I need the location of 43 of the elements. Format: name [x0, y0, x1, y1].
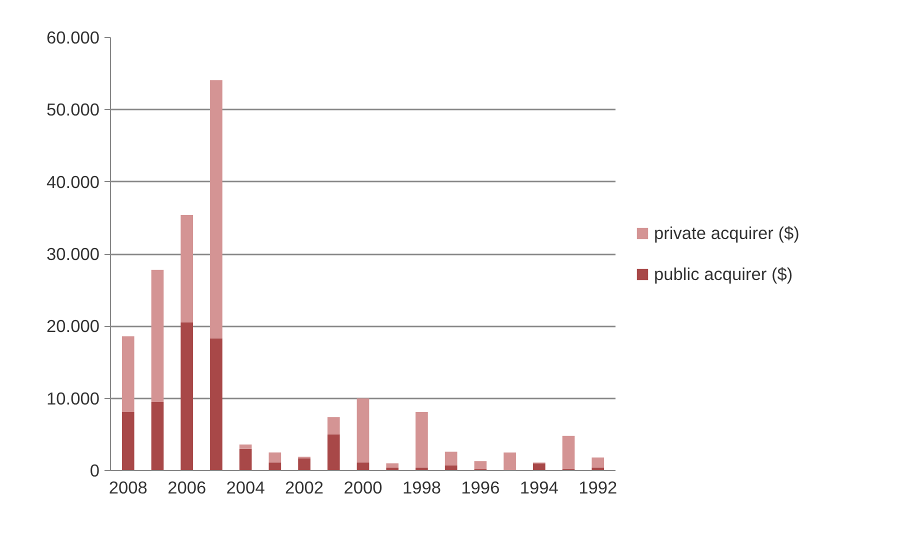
- bar: [592, 458, 604, 468]
- legend-label: private acquirer ($): [654, 222, 800, 244]
- bar: [298, 458, 310, 470]
- bar: [122, 336, 134, 412]
- y-tick-label: 10.000: [46, 388, 100, 408]
- bar: [180, 322, 194, 470]
- x-tick-label: 2006: [168, 478, 206, 498]
- bar: [151, 402, 164, 470]
- bar: [239, 444, 252, 449]
- bar: [416, 412, 428, 468]
- bar: [474, 461, 487, 470]
- x-tick-label: 2008: [108, 478, 148, 498]
- bar: [444, 452, 458, 466]
- x-tick-label: 2000: [344, 478, 382, 498]
- legend-label: public acquirer ($): [654, 264, 793, 284]
- x-tick-label: 1996: [461, 478, 500, 498]
- bar: [180, 215, 194, 323]
- bar: [239, 448, 252, 470]
- bar: [532, 463, 546, 470]
- bar: [210, 338, 222, 470]
- x-tick-label: 1994: [520, 478, 559, 498]
- bar: [122, 412, 134, 470]
- x-tick-label: 1998: [402, 478, 442, 498]
- bar: [386, 463, 399, 468]
- bar: [268, 452, 282, 463]
- x-tick-label: 2004: [226, 478, 266, 498]
- x-tick-label: 2002: [285, 478, 324, 498]
- y-tick-label: 20.000: [46, 316, 100, 336]
- bar: [356, 398, 370, 463]
- y-tick-label: 50.000: [46, 100, 100, 120]
- bar: [562, 436, 575, 470]
- y-tick-label: 60.000: [46, 28, 100, 48]
- bar: [327, 417, 340, 434]
- y-tick-label: 40.000: [46, 172, 100, 192]
- y-tick-label: 30.000: [46, 244, 100, 264]
- bar: [210, 80, 222, 338]
- y-tick-label: 0: [90, 460, 100, 480]
- x-tick-label: 1992: [578, 478, 618, 498]
- bar: [151, 270, 164, 402]
- bar: [356, 462, 370, 470]
- bar: [327, 434, 340, 470]
- bar: [268, 462, 282, 470]
- bar: [504, 452, 516, 470]
